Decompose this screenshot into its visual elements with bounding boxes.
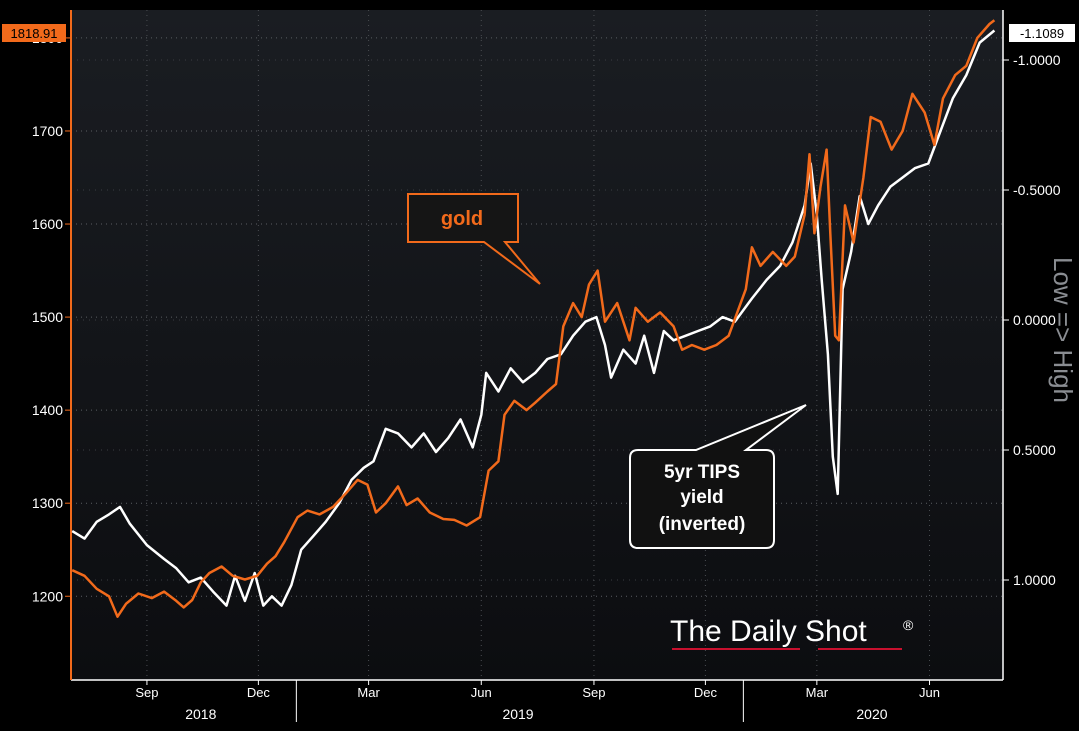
right-tick-label: -0.5000 — [1013, 182, 1061, 198]
tips-callout-line-2: yield — [680, 487, 723, 508]
right-last-value: -1.1089 — [1020, 26, 1064, 41]
x-month-label: Jun — [471, 685, 492, 700]
tips-callout-line-1: 5yr TIPS — [664, 462, 740, 483]
x-year-label: 2019 — [502, 706, 533, 722]
tips-callout-line-3: (inverted) — [659, 514, 746, 535]
x-month-label: Dec — [247, 685, 271, 700]
tips-callout: 5yr TIPS yield (inverted) — [629, 404, 807, 549]
right-tick-label: 0.0000 — [1013, 312, 1056, 328]
left-tick-label: 1300 — [32, 495, 63, 511]
left-last-value: 1818.91 — [11, 26, 58, 41]
x-month-label: Sep — [135, 685, 158, 700]
x-month-label: Sep — [582, 685, 605, 700]
left-tick-label: 1400 — [32, 402, 63, 418]
gold-callout: gold — [407, 193, 541, 285]
watermark: The Daily Shot ® — [670, 615, 914, 650]
right-last-value-tag: -1.1089 — [1009, 24, 1075, 42]
grid — [71, 10, 1003, 680]
watermark-text: The Daily Shot — [670, 615, 867, 648]
x-month-label: Mar — [357, 685, 380, 700]
x-month-label: Mar — [806, 685, 829, 700]
right-tick-label: 0.5000 — [1013, 442, 1056, 458]
tips-yield-line — [71, 29, 996, 607]
x-month-label: Jun — [919, 685, 940, 700]
x-year-label: 2018 — [185, 706, 216, 722]
plot-area — [71, 10, 1003, 680]
left-last-value-tag: 1818.91 — [2, 24, 66, 42]
x-month-label: Dec — [694, 685, 718, 700]
x-year-label: 2020 — [856, 706, 887, 722]
left-tick-label: 1200 — [32, 588, 63, 604]
left-tick-label: 1500 — [32, 309, 63, 325]
watermark-registered-mark: ® — [903, 617, 914, 633]
x-axis: Sep Dec Mar Jun Sep Dec Mar Jun 2018 2019 2020 — [71, 679, 1003, 722]
series-lines — [71, 19, 996, 618]
left-tick-label: 1600 — [32, 216, 63, 232]
left-tick-label: 1700 — [32, 123, 63, 139]
gold-line — [71, 19, 996, 618]
gold-callout-label: gold — [441, 208, 483, 230]
right-tick-label: 1.0000 — [1013, 572, 1056, 588]
right-axis: 1.0000 0.5000 0.0000 -0.5000 -1.0000 — [1002, 10, 1061, 680]
right-tick-label: -1.0000 — [1013, 52, 1061, 68]
right-axis-label: Low => High — [1048, 257, 1078, 403]
